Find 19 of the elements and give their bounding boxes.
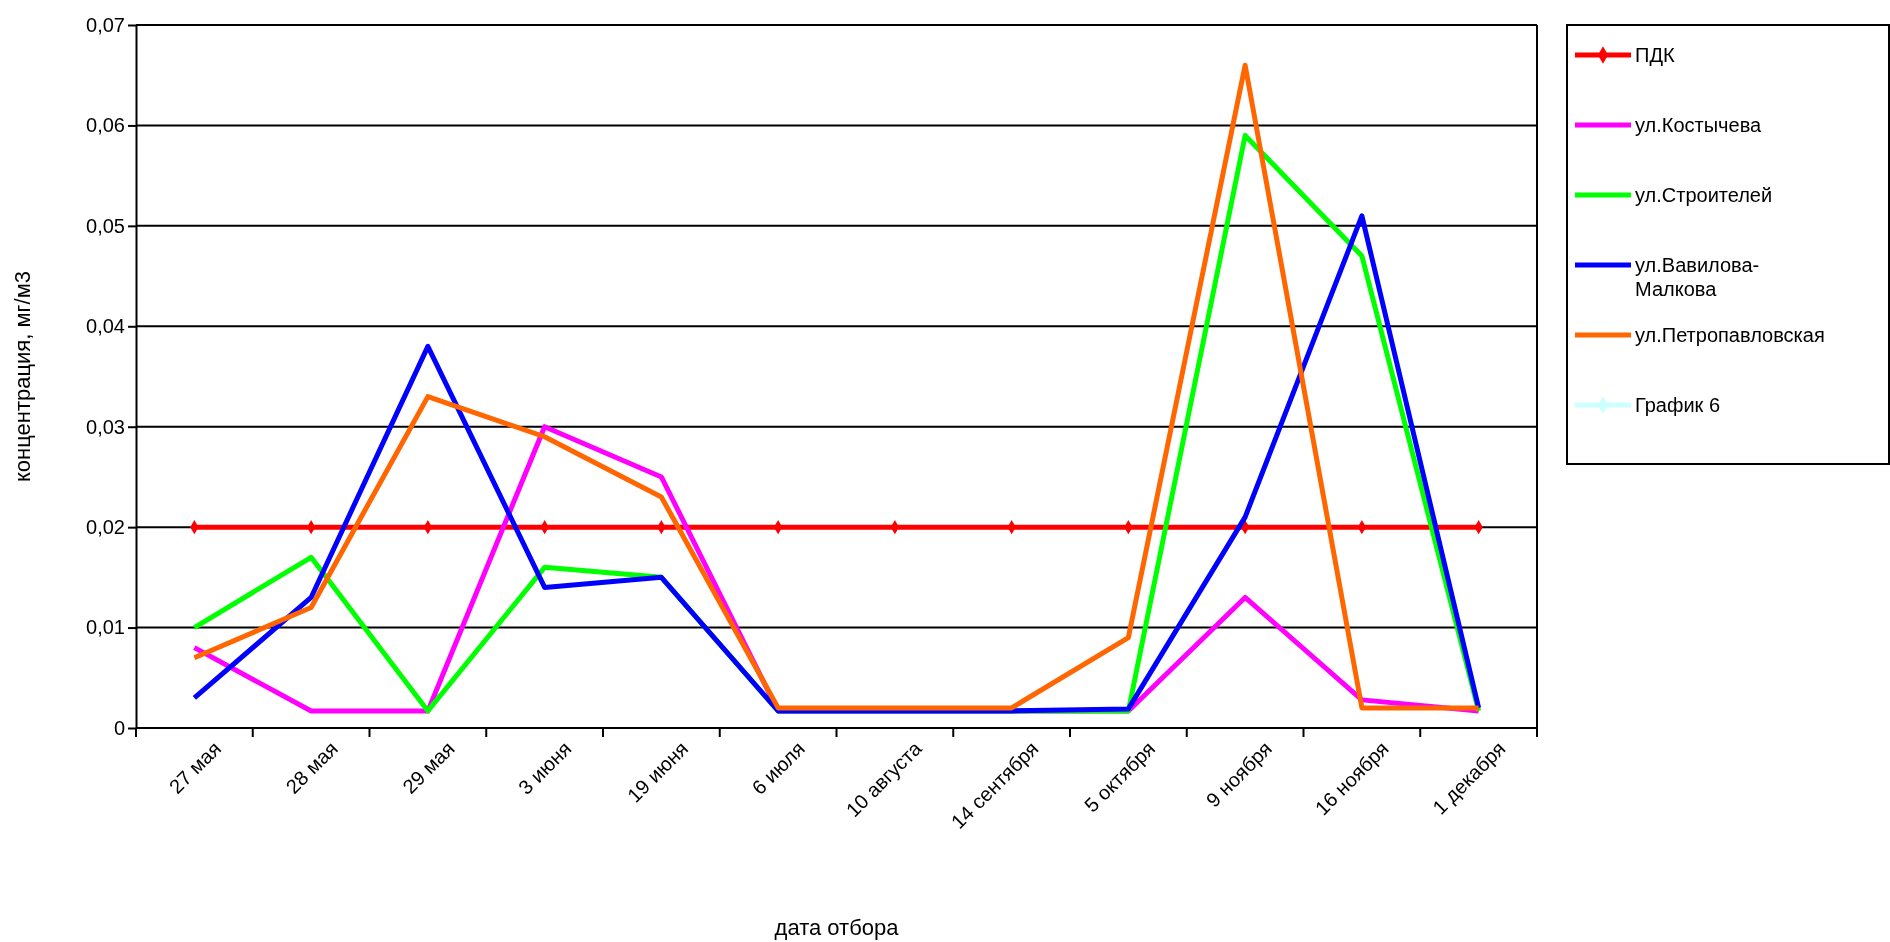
legend-label: ПДК <box>1635 44 1675 66</box>
y-tick-label: 0,01 <box>86 616 125 639</box>
y-tick-label: 0,07 <box>86 13 125 36</box>
legend-label: ул.Строителей <box>1635 184 1773 206</box>
y-tick-label: 0,04 <box>86 315 125 338</box>
y-axis-title: концентрация, мг/м3 <box>10 270 35 483</box>
y-tick-label: 0,03 <box>86 415 125 438</box>
y-tick-label: 0 <box>113 716 125 739</box>
x-axis-title: дата отбора <box>774 915 900 940</box>
legend-label: ул.Петропавловская <box>1635 324 1825 346</box>
legend-label: ул.Костычева <box>1635 114 1763 136</box>
x-tick-label: 27 мая <box>164 737 226 798</box>
y-tick-label: 0,05 <box>86 214 125 237</box>
legend-label: ул.Вавилова-Малкова <box>1635 254 1760 300</box>
y-tick-label: 0,06 <box>86 114 125 137</box>
legend-label: График 6 <box>1635 394 1721 416</box>
y-tick-label: 0,02 <box>86 516 125 539</box>
x-tick-label: 29 мая <box>398 737 459 798</box>
x-tick-label: 28 мая <box>281 737 342 798</box>
